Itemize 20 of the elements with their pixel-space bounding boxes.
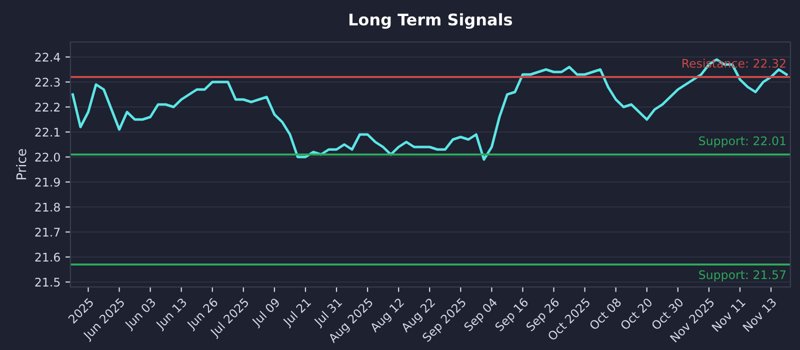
y-tick-label: 22.0 (35, 152, 60, 162)
y-tick-label: 21.9 (35, 178, 60, 187)
y-tick-label: 22.3 (35, 78, 60, 87)
x-tick-label: Oct 08 (588, 297, 622, 330)
y-tick-label: 21.8 (35, 202, 60, 212)
y-tick-label: 21.5 (35, 278, 60, 287)
x-tick-label: Jun 13 (154, 298, 189, 332)
x-tick-label: Oct 20 (620, 297, 653, 330)
ref-line-label: Support: 21.57 (699, 270, 786, 282)
ref-line-label: Support: 22.01 (699, 136, 786, 148)
y-tick-label: 21.6 (35, 252, 60, 262)
x-tick-label: Jul 21 (282, 297, 313, 329)
y-tick-label: 22.1 (35, 128, 60, 136)
x-tick-label: Jul 09 (250, 297, 282, 329)
line-series (71, 58, 788, 161)
y-tick-label: 22.4 (35, 52, 60, 62)
y-tick-label: 21.7 (35, 228, 60, 236)
chart-title: Long Term Signals (349, 13, 512, 29)
y-tick-label: 22.2 (35, 102, 60, 112)
y-axis-title: Price (16, 149, 26, 180)
